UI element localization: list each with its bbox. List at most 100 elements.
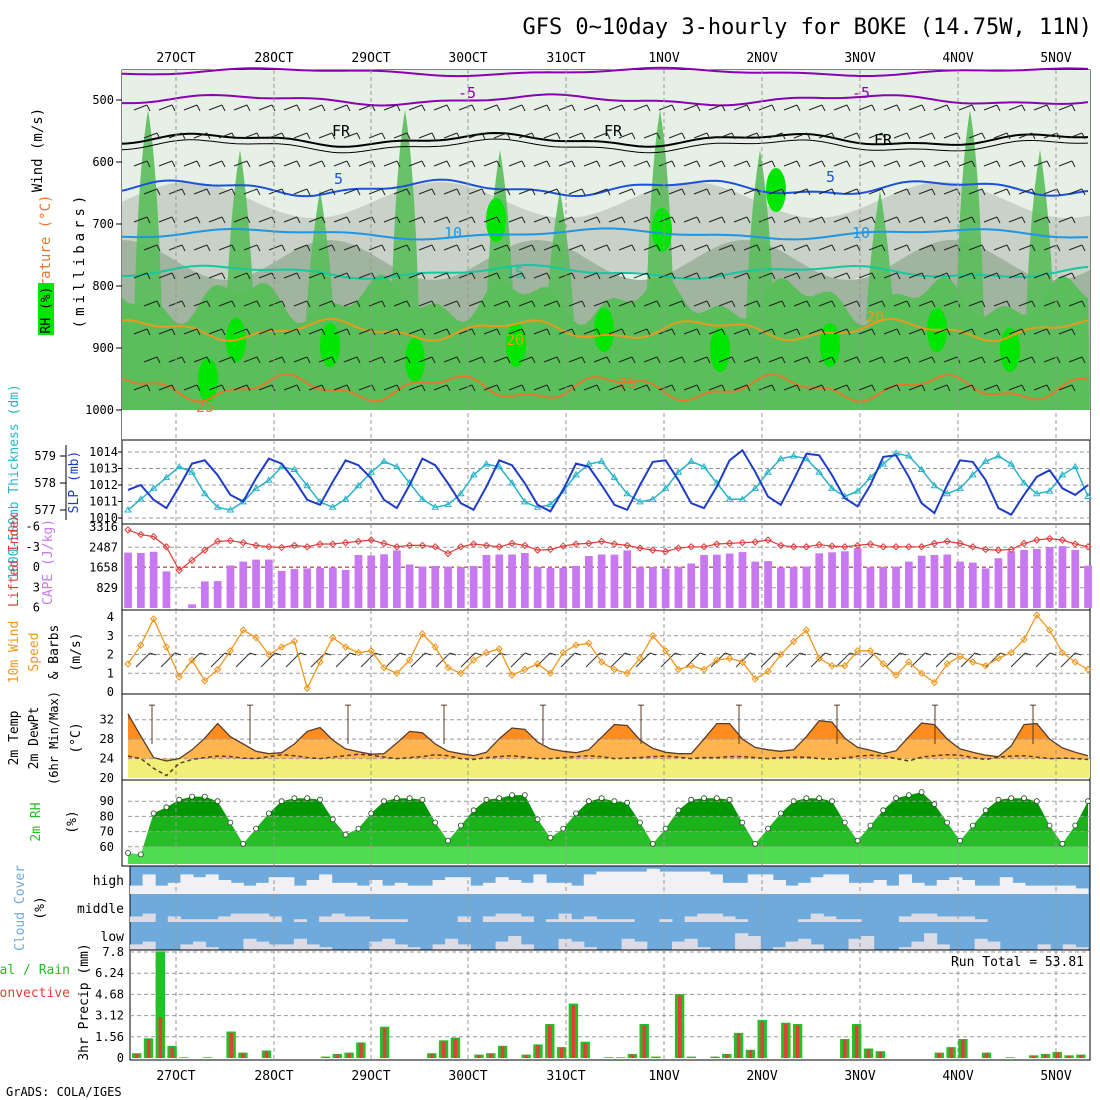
- wind-barb-tick: [806, 244, 811, 252]
- wind-barb-tick: [631, 132, 636, 140]
- wind-barb: [343, 132, 358, 139]
- wind10-barb-tick: [1074, 652, 1082, 656]
- wind-barb: [868, 244, 883, 251]
- wind-barb: [718, 132, 733, 139]
- wind-barb: [618, 356, 633, 363]
- wind-barb-tick: [1071, 104, 1076, 112]
- li-marker: [777, 541, 785, 550]
- cape-bar: [367, 555, 376, 608]
- wind-barb-tick: [181, 300, 186, 308]
- li-marker: [956, 539, 964, 548]
- wind-barb-tick: [306, 300, 311, 308]
- wind-barb: [418, 188, 433, 195]
- page-title: GFS 0~10day 3-hourly for BOKE (14.75W, 1…: [522, 15, 1092, 40]
- wind10-marker: [866, 647, 875, 655]
- wind-barb-tick: [196, 272, 201, 280]
- wind-barb-tick: [656, 244, 661, 252]
- wind-barb-tick: [821, 384, 826, 392]
- wind-barb-tick: [721, 384, 726, 392]
- wind-barb-tick: [781, 132, 786, 140]
- wind-barb: [918, 244, 933, 251]
- cloud-bar-middle: [609, 919, 623, 922]
- li-marker: [175, 566, 183, 575]
- wind10-barb-tick: [1049, 652, 1057, 656]
- thickness-marker: [648, 495, 657, 502]
- wind-barb: [343, 356, 358, 363]
- wind-barb-tick: [1031, 356, 1036, 364]
- wind-barb-tick: [356, 356, 361, 364]
- cloud-bar-high: [130, 885, 144, 894]
- wind-barb: [893, 188, 908, 195]
- wind-barb-tick: [821, 104, 826, 112]
- wind-barb-tick: [396, 328, 401, 336]
- wind-barb: [608, 160, 623, 167]
- cloud-bar-high: [369, 880, 383, 894]
- cloud-bar-high: [432, 880, 446, 894]
- wind-barb-tick: [346, 272, 351, 280]
- wind-barb-tick: [231, 188, 236, 196]
- cape-bar: [162, 571, 171, 608]
- li-marker: [201, 546, 209, 554]
- cloud-bar-high: [407, 885, 421, 894]
- precip-conv-bar: [760, 1021, 764, 1058]
- cape-bar: [341, 569, 350, 608]
- wind10-marker: [1020, 635, 1028, 644]
- cloud-bar-middle: [621, 919, 635, 922]
- wind-barb: [683, 328, 698, 335]
- precip-conv-bar: [382, 1028, 387, 1058]
- slp-line: [127, 448, 1089, 517]
- wind-barb-tick: [671, 328, 676, 336]
- wind10-marker: [239, 626, 247, 634]
- li-marker: [994, 546, 1003, 554]
- rh-marker: [189, 793, 195, 800]
- li-marker: [213, 537, 222, 546]
- li-marker: [1071, 540, 1079, 548]
- rh-marker: [125, 850, 131, 856]
- cape-bar: [981, 568, 990, 608]
- wind10-barb-tick: [349, 652, 357, 656]
- wind-barb: [818, 356, 833, 363]
- cape-bar: [124, 552, 132, 608]
- wind-barb-tick: [796, 104, 801, 112]
- cloud-bar-high: [974, 885, 988, 894]
- wind-barb-tick: [1046, 216, 1051, 224]
- wind10-barb-tick: [474, 652, 482, 656]
- li-marker: [687, 543, 695, 551]
- wind10-barb: [560, 652, 576, 668]
- y-tick-label: 1: [107, 666, 114, 680]
- wind-barb-tick: [756, 244, 761, 252]
- wind-barb: [1008, 216, 1023, 223]
- cloud-bar-middle: [596, 919, 610, 922]
- wind-barb-tick: [631, 300, 636, 308]
- wind-barb: [483, 216, 498, 223]
- cloud-bar-high: [1062, 885, 1076, 894]
- cloud-bar-low: [445, 938, 459, 950]
- cloud-bar-high: [760, 874, 774, 894]
- cloud-bar-middle: [394, 919, 408, 922]
- wind-barb-tick: [471, 216, 476, 224]
- wind-barb-tick: [1056, 188, 1061, 196]
- cape-bar: [725, 553, 734, 608]
- rh-marker: [560, 825, 567, 832]
- wind-barb-tick: [521, 160, 526, 168]
- wind-barb-tick: [621, 216, 626, 224]
- wind-barb: [708, 328, 723, 335]
- wind10-marker: [687, 662, 695, 670]
- cape-bar: [1071, 549, 1080, 608]
- wind-barb: [358, 384, 373, 391]
- cloud-bar-high: [180, 874, 194, 894]
- thickness-marker: [1084, 492, 1092, 499]
- wind-barb-tick: [146, 104, 151, 112]
- wind10-marker: [226, 647, 235, 655]
- wind-barb: [443, 244, 458, 251]
- cape-bar: [239, 561, 248, 608]
- wind-barb-tick: [256, 132, 261, 140]
- wind-barb-tick: [246, 384, 251, 392]
- rh-marker: [931, 801, 938, 808]
- wind-barb: [518, 244, 533, 251]
- thickness-marker: [392, 462, 401, 470]
- wind-barb: [308, 104, 323, 111]
- contour-label: -5: [458, 84, 476, 102]
- wind-barb: [268, 132, 283, 139]
- wind-barb-tick: [881, 244, 886, 252]
